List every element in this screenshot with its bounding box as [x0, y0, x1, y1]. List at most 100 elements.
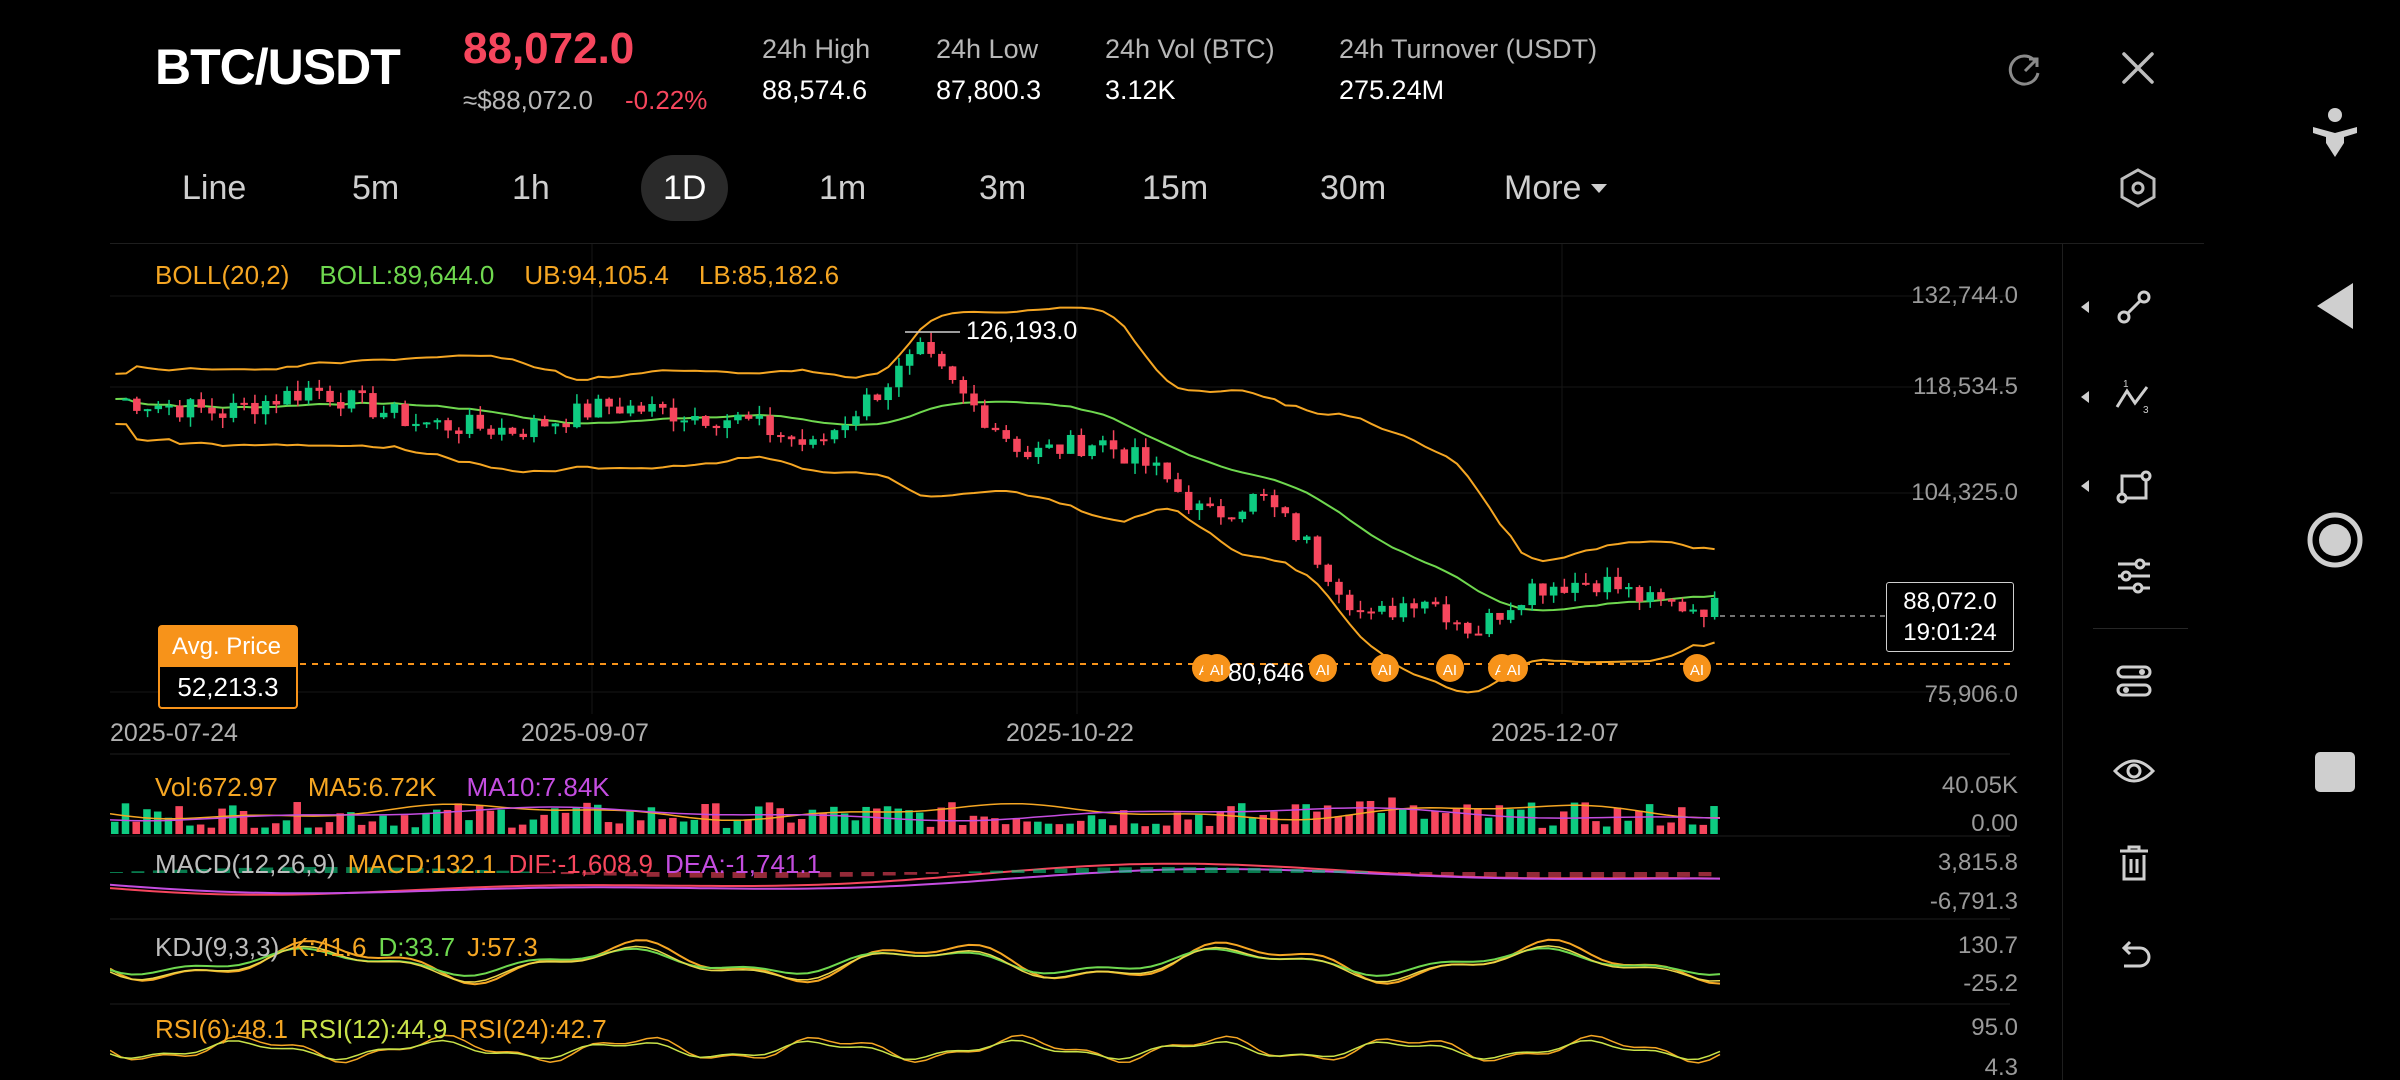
macd-histogram-bar	[474, 869, 488, 873]
volume-bar	[926, 826, 935, 834]
price-axis-label: 132,744.0	[1911, 282, 2018, 309]
volume-bar	[1377, 812, 1386, 834]
stat-24h-low: 24h Low 87,800.3	[936, 34, 1042, 105]
volume-bar	[594, 804, 602, 834]
volume-bar	[797, 819, 806, 834]
volume-bar	[186, 825, 194, 834]
volume-bar	[1280, 824, 1289, 834]
candle-body	[723, 420, 731, 429]
expand-triangle-icon[interactable]	[2081, 391, 2089, 403]
volume-bar	[518, 824, 527, 834]
ticker-header: BTC/USDT 88,072.0 ≈$88,072.0 -0.22% 24h …	[0, 0, 2270, 140]
candle-body	[1034, 447, 1043, 458]
tab-more[interactable]: More	[1482, 155, 1629, 221]
volume-bar	[1602, 826, 1611, 834]
macd-histogram-bar	[453, 869, 467, 873]
volume-bar	[991, 818, 999, 834]
macd-histogram-bar	[1140, 867, 1154, 873]
candle-body	[1088, 445, 1096, 457]
tab-1d[interactable]: 1D	[641, 155, 729, 221]
stat-24h-vol: 24h Vol (BTC) 3.12K	[1105, 34, 1275, 105]
candle-body	[1002, 430, 1010, 439]
volume-bar	[551, 808, 559, 834]
volume-bar	[669, 817, 677, 834]
macd-histogram-bar	[539, 872, 553, 874]
trendline-tool-icon[interactable]	[2063, 277, 2205, 337]
macd-histogram-bar	[1398, 872, 1411, 874]
volume-bar	[1323, 805, 1332, 834]
candle-body	[626, 405, 635, 414]
shape-tool-icon[interactable]	[2063, 456, 2205, 516]
volume-bar	[1270, 811, 1278, 834]
ai-marker	[1683, 654, 1711, 682]
candle-body	[1689, 609, 1697, 612]
chart-area[interactable]: AIAIAIAIAIAIAIAI	[110, 243, 2204, 1080]
layers-icon[interactable]	[2063, 651, 2205, 711]
candle-body	[1506, 610, 1515, 620]
tab-30m[interactable]: 30m	[1320, 169, 1387, 207]
tab-5m[interactable]: 5m	[352, 169, 400, 207]
volume-bar	[272, 823, 280, 834]
svg-text:1: 1	[2123, 379, 2129, 390]
candle-body	[551, 423, 560, 427]
stat-24h-high: 24h High 88,574.6	[762, 34, 871, 105]
volume-bar	[830, 806, 838, 834]
ai-marker	[1309, 654, 1337, 682]
candle-body	[1013, 438, 1021, 452]
candle-body	[777, 435, 785, 438]
recents-icon[interactable]	[2270, 744, 2400, 800]
expand-triangle-icon[interactable]	[2081, 480, 2089, 492]
volume-bar	[948, 802, 956, 834]
candle-body	[294, 390, 302, 401]
macd-histogram-bar	[861, 872, 875, 877]
expand-triangle-icon[interactable]	[2081, 301, 2089, 313]
tab-line[interactable]: Line	[182, 169, 247, 207]
macd-histogram-bar	[1355, 871, 1368, 873]
macd-histogram-bar	[882, 872, 896, 876]
candlestick-chart[interactable]: AIAIAIAIAIAIAIAI	[110, 244, 2060, 1080]
candle-body	[218, 413, 227, 418]
ai-marker	[1436, 654, 1464, 682]
tab-15m[interactable]: 15m	[1142, 169, 1209, 207]
candle-body	[1142, 447, 1150, 466]
avg-price-label: Avg. Price	[160, 627, 296, 667]
macd-histogram-bar	[560, 872, 574, 875]
volume-bar	[143, 809, 151, 834]
candle-body	[347, 390, 356, 409]
volume-bar	[486, 810, 495, 834]
volume-bar	[1710, 806, 1718, 834]
candle-body	[583, 403, 592, 418]
candle-body	[1560, 586, 1569, 593]
tab-3m[interactable]: 3m	[979, 169, 1027, 207]
close-icon[interactable]	[2110, 40, 2166, 96]
candle-body	[1045, 444, 1053, 448]
macd-histogram-bar	[1483, 872, 1497, 877]
home-icon[interactable]	[2270, 508, 2400, 572]
vol-legend: Vol:672.97 MA5:6.72K MA10:7.84K	[155, 772, 610, 802]
tab-1h[interactable]: 1h	[512, 169, 550, 207]
pair-title[interactable]: BTC/USDT	[155, 39, 401, 95]
volume-bar	[390, 825, 398, 834]
delete-icon[interactable]	[2063, 833, 2205, 893]
macd-histogram-bar	[689, 872, 703, 878]
undo-icon[interactable]	[2063, 926, 2205, 986]
macd-axis-label: 3,815.8	[1937, 849, 2018, 876]
macd-histogram-bar	[1290, 869, 1304, 873]
macd-histogram-bar	[625, 872, 639, 877]
avg-price-marker[interactable]: Avg. Price 52,213.3	[158, 625, 298, 709]
candle-body	[1388, 605, 1397, 618]
hexagon-settings-icon[interactable]	[2110, 160, 2166, 216]
indicator-settings-icon[interactable]	[2063, 546, 2205, 606]
back-icon[interactable]	[2270, 276, 2400, 336]
volume-bar	[400, 815, 409, 834]
accessibility-icon[interactable]	[2270, 104, 2400, 164]
candle-body	[1217, 506, 1225, 518]
refresh-icon[interactable]	[1998, 44, 2052, 98]
tab-1m[interactable]: 1m	[819, 169, 867, 207]
volume-bar	[368, 821, 377, 834]
volume-bar	[1098, 819, 1106, 834]
candle-body	[304, 387, 313, 401]
visibility-icon[interactable]	[2063, 741, 2205, 801]
ai-marker	[1203, 654, 1231, 682]
